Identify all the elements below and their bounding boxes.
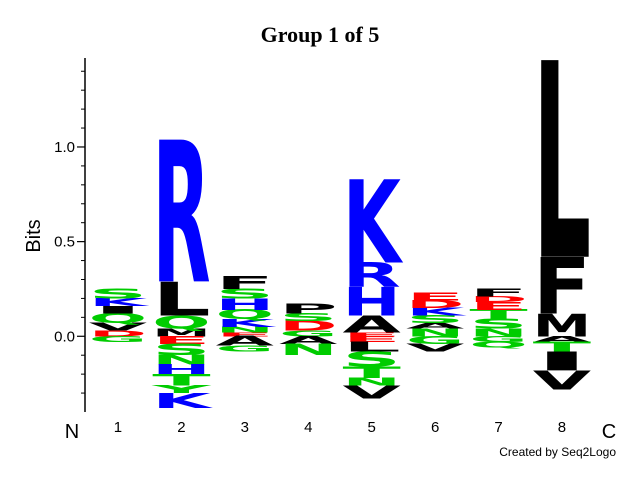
logo-letter: N (152, 353, 210, 368)
logo-letter: A (406, 321, 464, 330)
logo-letter: F (533, 242, 591, 332)
logo-letter: S (216, 286, 274, 301)
logo-letter: T (343, 364, 402, 382)
logo-letter: N (279, 341, 337, 359)
logo-letter: D (89, 329, 147, 338)
logo-letter: H (152, 362, 210, 377)
logo-letter: A (343, 311, 401, 338)
logo-letter: Q (89, 311, 147, 326)
logo-letter: T (152, 371, 211, 389)
logo-letter: V (533, 365, 592, 395)
logo-letter: E (152, 334, 210, 346)
position-label: 4 (304, 419, 312, 436)
logo-letter: R (343, 256, 401, 295)
logo-letter: E (406, 291, 464, 303)
logo-letter: D (406, 298, 464, 310)
logo-letter: K (216, 317, 277, 329)
logo-letter: D (469, 295, 527, 304)
logo-letter: K (89, 296, 150, 308)
logo-letter: D (279, 319, 337, 334)
logo-letter: G (469, 335, 527, 344)
position-label: 1 (114, 419, 122, 436)
logo-letter: S (89, 286, 147, 301)
position-label: 5 (368, 419, 376, 436)
logo-letter: M (533, 308, 591, 344)
logo-letter: K (343, 157, 404, 290)
logo-letter: P (279, 302, 337, 317)
logo-letter: A (533, 335, 591, 344)
y-tick-label: 0.5 (54, 234, 75, 251)
logo-letter: E (343, 335, 401, 344)
logo-letter: N (343, 376, 401, 388)
position-label: 7 (494, 419, 502, 436)
logo-letter: G (216, 344, 274, 353)
logo-letter: Y (151, 383, 212, 395)
position-label: 2 (177, 419, 185, 436)
logo-letter: N (406, 327, 464, 339)
y-axis-label: Bits (23, 219, 45, 252)
logo-letter: Q (469, 340, 527, 349)
logo-letter: H (343, 280, 401, 325)
footer: Created by Seq2Logo (499, 445, 616, 459)
logo-letter: G (279, 329, 337, 338)
logo-letter: S (279, 312, 337, 324)
n-terminus-label: N (65, 421, 79, 443)
logo-letter: G (89, 335, 147, 344)
logo-letter: Q (216, 307, 274, 322)
logo-letter: E (469, 300, 527, 312)
logo-letter: L (343, 339, 401, 354)
logo-letter: V (406, 342, 464, 354)
logo-letter: I (533, 347, 591, 377)
logo-letter: Q (152, 312, 210, 333)
logo-letter: A (279, 334, 337, 346)
logo-letter: M (152, 327, 210, 339)
logo-letter: E (216, 331, 274, 337)
chart-title: Group 1 of 5 (261, 22, 380, 47)
c-terminus-label: C (602, 421, 616, 443)
logo-letter: S (406, 313, 464, 325)
logo-letter: K (152, 389, 214, 413)
logo-letter: T (469, 307, 528, 322)
logo-letter: L (533, 6, 591, 320)
logo-letter: N (216, 325, 274, 334)
logo-letter: K (406, 306, 467, 318)
logo-letter: N (469, 327, 527, 339)
logo-letter: T (533, 339, 592, 354)
logo-letter: S (152, 341, 210, 359)
logo-letter: S (469, 317, 527, 332)
logo-letter: L (152, 273, 210, 327)
y-tick-label: 0.0 (54, 328, 75, 345)
logo-letter: R (152, 102, 210, 328)
logo-letter: G (406, 334, 464, 346)
logo-letter: F (469, 287, 527, 299)
logo-letter: V (89, 321, 147, 333)
logo-letter: E (343, 331, 401, 337)
position-label: 8 (558, 419, 566, 436)
position-label: 3 (241, 419, 249, 436)
logo-letter: A (216, 334, 274, 349)
logo-letter: S (343, 348, 401, 372)
position-label: 6 (431, 419, 439, 436)
logo-letter: F (216, 272, 274, 293)
y-tick-label: 1.0 (54, 139, 75, 156)
logo-letter: I (89, 304, 147, 316)
logo-letter: H (216, 295, 274, 313)
logo-letter: V (343, 382, 402, 403)
